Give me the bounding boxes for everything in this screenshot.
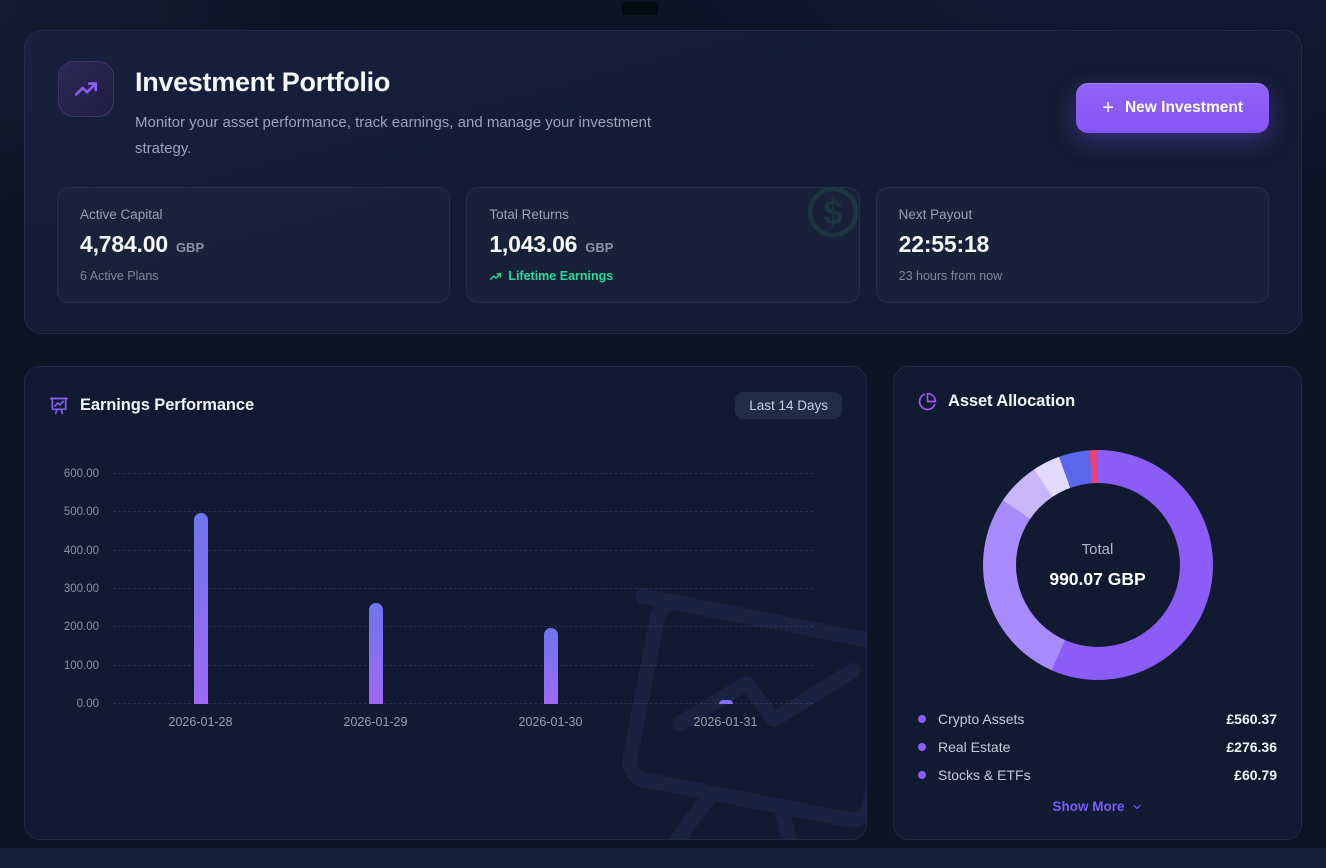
legend-name: Stocks & ETFs <box>938 767 1031 783</box>
gridline <box>113 664 813 666</box>
bar[interactable] <box>368 603 383 704</box>
legend-dot-icon <box>918 771 926 779</box>
asset-allocation-card: Asset Allocation Total 990.07 GBP Crypto… <box>893 366 1302 840</box>
stat-label: Next Payout <box>898 207 973 222</box>
y-axis-tick: 600.00 <box>63 468 99 480</box>
bar-column <box>113 474 288 704</box>
portfolio-icon-tile <box>58 61 114 117</box>
x-axis-label: 2026-01-30 <box>518 715 583 729</box>
new-investment-button[interactable]: + New Investment <box>1076 83 1269 133</box>
bar-column <box>288 474 463 704</box>
next-section-edge <box>0 848 1326 868</box>
date-range-selector[interactable]: Last 14 Days <box>735 392 842 419</box>
x-axis-label: 2026-01-29 <box>343 715 408 729</box>
legend-dot-icon <box>918 743 926 751</box>
page-subtitle: Monitor your asset performance, track ea… <box>135 114 652 158</box>
bar-column <box>638 474 813 704</box>
top-window-artifact <box>622 2 658 15</box>
allocation-card-title: Asset Allocation <box>948 392 1076 410</box>
y-axis-tick: 500.00 <box>63 506 99 519</box>
pie-chart-icon <box>918 392 937 411</box>
next-payout-card: Next Payout 22:55:18 23 hours from now <box>875 187 1269 303</box>
stat-subtext: 6 Active Plans <box>80 269 159 283</box>
gridline <box>113 588 813 589</box>
legend-amount: £60.79 <box>1234 767 1277 783</box>
new-investment-label: New Investment <box>1124 99 1243 116</box>
donut-chart: Total 990.07 GBP <box>982 450 1213 680</box>
x-axis-label: 2026-01-31 <box>693 715 758 729</box>
legend-row: Real Estate £276.36 <box>918 733 1277 761</box>
legend-dot-icon <box>918 715 926 723</box>
chevron-down-icon <box>1131 801 1143 813</box>
y-axis-tick: 200.00 <box>63 621 99 634</box>
gridline <box>113 511 813 513</box>
donut-total-label: Total <box>1081 540 1114 558</box>
show-more-label: Show More <box>1052 799 1125 814</box>
trending-up-icon <box>73 76 99 102</box>
y-axis-tick: 300.00 <box>63 583 99 595</box>
donut-total-value: 990.07 GBP <box>1049 568 1146 589</box>
portfolio-header-card: Investment Portfolio Monitor your asset … <box>24 30 1302 334</box>
legend-row: Stocks & ETFs £60.79 <box>918 761 1277 789</box>
stat-value: 4,784.00 <box>80 231 168 257</box>
gridline <box>113 473 813 474</box>
earnings-card-title: Earnings Performance <box>80 396 255 414</box>
gridline <box>113 703 813 704</box>
earnings-performance-card: Earnings Performance Last 14 Days 600.00… <box>24 366 867 840</box>
gridline <box>113 549 813 551</box>
stat-currency: GBP <box>175 240 205 255</box>
gridline <box>113 626 813 628</box>
bar-columns <box>113 474 813 704</box>
legend-name: Crypto Assets <box>938 711 1025 727</box>
legend-amount: £560.37 <box>1226 711 1277 727</box>
allocation-legend: Crypto Assets £560.37 Real Estate £276.36 St… <box>918 705 1277 789</box>
legend-row: Crypto Assets £560.37 <box>918 705 1277 733</box>
x-axis-label: 2026-01-28 <box>168 715 233 729</box>
trending-up-icon <box>489 270 502 283</box>
stat-currency: GBP <box>585 240 614 255</box>
y-axis-tick: 100.00 <box>63 659 99 672</box>
donut-center: Total 990.07 GBP <box>1015 483 1180 647</box>
presentation-chart-icon <box>49 396 69 416</box>
stat-label: Total Returns <box>489 207 569 222</box>
bar-plot: 600.00 500.00 400.00 300.00 200.00 100.00 0.00 <box>64 468 813 710</box>
stat-value: 1,043.06 <box>489 231 578 257</box>
bar[interactable] <box>543 627 558 704</box>
stat-value: 22:55:18 <box>898 231 990 257</box>
plus-icon: + <box>1102 97 1114 119</box>
stat-label: Active Capital <box>80 207 163 222</box>
stats-row: Active Capital 4,784.00 GBP 6 Active Pla… <box>57 186 1269 303</box>
stat-subtext: 23 hours from now <box>898 269 1003 283</box>
y-axis-tick: 400.00 <box>63 544 99 557</box>
page-title: Investment Portfolio <box>135 67 391 97</box>
legend-name: Real Estate <box>938 739 1011 755</box>
bar-column <box>463 474 638 704</box>
active-capital-card: Active Capital 4,784.00 GBP 6 Active Pla… <box>57 187 451 303</box>
total-returns-card: Total Returns 1,043.06 GBP Lifetime Earn… <box>466 186 860 303</box>
y-axis-tick: 0.00 <box>76 698 99 710</box>
show-more-button[interactable]: Show More <box>894 799 1301 814</box>
stat-subtext: Lifetime Earnings <box>508 269 614 283</box>
legend-amount: £276.36 <box>1226 739 1277 755</box>
x-axis-labels: 2026-01-28 2026-01-29 2026-01-30 2026-01-31 <box>113 715 813 729</box>
bar[interactable] <box>193 513 208 704</box>
bar[interactable] <box>718 700 733 704</box>
